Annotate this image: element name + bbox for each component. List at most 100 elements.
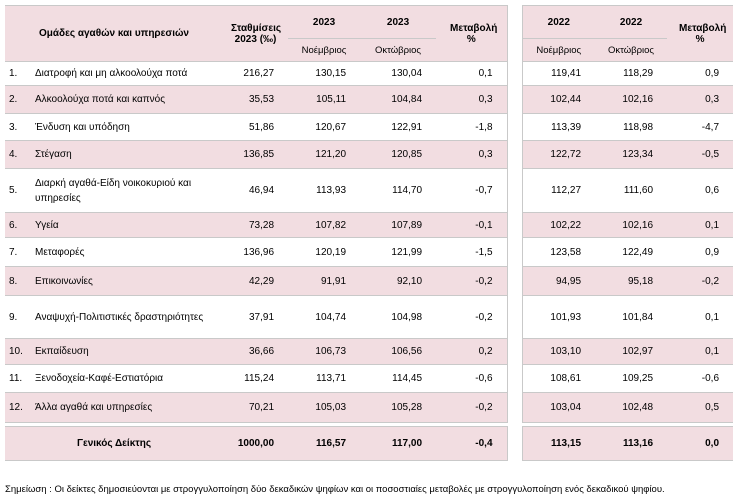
- row-label: Ένδυση και υπόδηση: [35, 113, 224, 141]
- value-cell: -4,7: [667, 113, 734, 141]
- value-cell: -0,7: [436, 168, 508, 213]
- total-value: 1000,00: [223, 426, 289, 461]
- header-cell: Σταθμίσεις 2023 (‰): [223, 5, 289, 62]
- value-cell: 130,15: [288, 61, 361, 86]
- header-cell: Νοέμβριος: [288, 38, 361, 62]
- value-cell: 107,89: [360, 212, 437, 238]
- row-label: Μεταφορές: [35, 237, 224, 267]
- gap-cell: [506, 295, 523, 339]
- value-cell: 114,70: [360, 168, 437, 213]
- header-row: Νοέμβριος Οκτώβριος Νοέμβριος Οκτώβριος: [5, 38, 733, 62]
- spacer-cell: [5, 422, 734, 427]
- row-number: 4.: [5, 140, 35, 169]
- gap-cell: [506, 392, 523, 423]
- value-cell: -1,8: [436, 113, 508, 141]
- value-cell: 0,3: [436, 140, 508, 169]
- value-cell: -0,6: [436, 364, 508, 393]
- header-cell: 2022: [522, 5, 596, 39]
- table-row: 12. Άλλα αγαθά και υπηρεσίες 70,21 105,03 10…: [5, 392, 734, 423]
- value-cell: 101,93: [522, 295, 596, 339]
- row-label: Υγεία: [35, 212, 224, 238]
- row-number: 12.: [5, 392, 35, 423]
- gap-cell: [506, 140, 523, 169]
- total-row: Γενικός Δείκτης 1000,00 116,57 117,00 -0,4 11…: [5, 426, 734, 461]
- value-cell: 35,53: [223, 85, 289, 114]
- value-cell: 118,29: [595, 61, 668, 86]
- table-row: 3. Ένδυση και υπόδηση 51,86 120,67 122,91 -1,…: [5, 113, 734, 141]
- table-row: 5. Διαρκή αγαθά-Είδη νοικοκυριού και υπηρ…: [5, 168, 734, 213]
- gap-cell: [506, 113, 523, 141]
- value-cell: 0,5: [667, 392, 734, 423]
- table-row: 8. Επικοινωνίες 42,29 91,91 92,10 -0,2 94,95 95…: [5, 266, 734, 296]
- value-cell: 102,44: [522, 85, 596, 114]
- value-cell: 102,16: [595, 85, 668, 114]
- value-cell: 104,98: [360, 295, 437, 339]
- value-cell: 113,93: [288, 168, 361, 213]
- header-row: Ομάδες αγαθών και υπηρεσιών Σταθμίσεις 2…: [5, 5, 734, 62]
- table-row: 2. Αλκοολούχα ποτά και καπνός 35,53 105,11 1…: [5, 85, 734, 114]
- value-cell: 46,94: [223, 168, 289, 213]
- value-cell: 42,29: [223, 266, 289, 296]
- table-row: 7. Μεταφορές 136,96 120,19 121,99 -1,5 123,58 1…: [5, 237, 734, 267]
- value-cell: 0,1: [667, 338, 734, 365]
- row-label: Εκπαίδευση: [35, 338, 224, 365]
- total-value: 113,15: [522, 426, 596, 461]
- header-cell: Οκτώβριος: [595, 38, 668, 62]
- header-cell: Μεταβολή %: [667, 5, 734, 62]
- value-cell: 103,04: [522, 392, 596, 423]
- row-number: 10.: [5, 338, 35, 365]
- row-number: 2.: [5, 85, 35, 114]
- value-cell: 109,25: [595, 364, 668, 393]
- value-cell: 0,3: [667, 85, 734, 114]
- row-label: Επικοινωνίες: [35, 266, 224, 296]
- value-cell: 123,34: [595, 140, 668, 169]
- value-cell: 122,49: [595, 237, 668, 267]
- gap-cell: [506, 237, 523, 267]
- total-value: 116,57: [288, 426, 361, 461]
- table-row: 10. Εκπαίδευση 36,66 106,73 106,56 0,2 103,10 1…: [5, 338, 734, 365]
- value-cell: 123,58: [522, 237, 596, 267]
- row-label: Στέγαση: [35, 140, 224, 169]
- value-cell: 120,19: [288, 237, 361, 267]
- value-cell: 0,2: [436, 338, 508, 365]
- table-row: 9. Αναψυχή-Πολιτιστικές δραστηριότητες 37,…: [5, 295, 734, 339]
- header-cell: Νοέμβριος: [522, 38, 596, 62]
- value-cell: 118,98: [595, 113, 668, 141]
- row-number: 1.: [5, 61, 35, 86]
- value-cell: 0,1: [667, 295, 734, 339]
- gap-cell: [506, 338, 523, 365]
- value-cell: 0,1: [436, 61, 508, 86]
- value-cell: 0,9: [667, 61, 734, 86]
- row-label: Αλκοολούχα ποτά και καπνός: [35, 85, 224, 114]
- note: Σημείωση : Οι δείκτες δημοσιεύονται με σ…: [5, 484, 665, 495]
- gap-cell: [506, 168, 523, 213]
- total-value: 117,00: [360, 426, 437, 461]
- row-number: 7.: [5, 237, 35, 267]
- value-cell: -1,5: [436, 237, 508, 267]
- value-cell: 102,22: [522, 212, 596, 238]
- value-cell: 102,97: [595, 338, 668, 365]
- value-cell: 70,21: [223, 392, 289, 423]
- value-cell: -0,1: [436, 212, 508, 238]
- total-label: Γενικός Δείκτης: [5, 426, 224, 461]
- header-cell: 2022: [595, 5, 668, 39]
- value-cell: 112,27: [522, 168, 596, 213]
- gap-cell: [506, 364, 523, 393]
- gap-cell: [506, 61, 523, 86]
- value-cell: -0,5: [667, 140, 734, 169]
- header-cell: Ομάδες αγαθών και υπηρεσιών: [5, 5, 224, 62]
- value-cell: -0,2: [436, 266, 508, 296]
- value-cell: 216,27: [223, 61, 289, 86]
- value-cell: -0,2: [436, 392, 508, 423]
- spacer-row: [5, 422, 734, 427]
- value-cell: 92,10: [360, 266, 437, 296]
- gap-cell: [506, 266, 523, 296]
- total-value: -0,4: [436, 426, 508, 461]
- header-cell: 2023: [288, 5, 361, 39]
- row-label: Διατροφή και μη αλκοολούχα ποτά: [35, 61, 224, 86]
- total-value: 0,0: [667, 426, 734, 461]
- value-cell: 108,61: [522, 364, 596, 393]
- value-cell: 111,60: [595, 168, 668, 213]
- header-cell: Μεταβολή %: [436, 5, 508, 62]
